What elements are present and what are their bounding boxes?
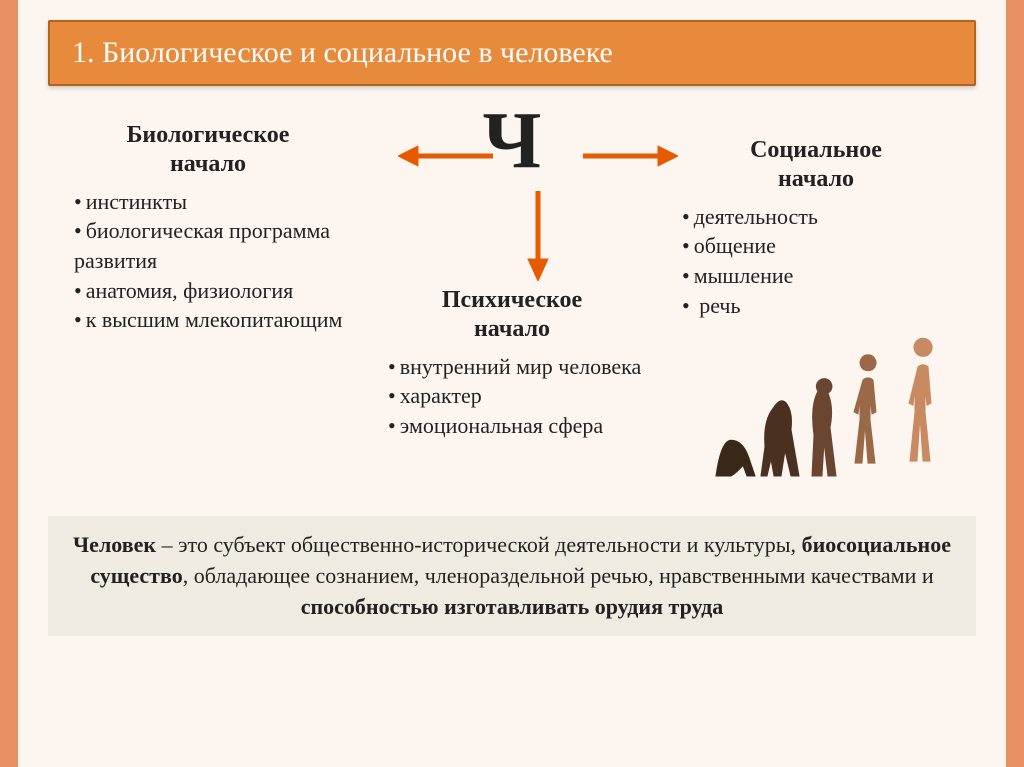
diagram-area: Ч Биологическое начало инстинкты биологи… bbox=[48, 96, 976, 516]
list-item: мышление bbox=[682, 261, 956, 291]
column-psychic: Психическое начало внутренний мир челове… bbox=[382, 286, 642, 441]
definition-term: Человек bbox=[73, 532, 156, 557]
list-item: инстинкты bbox=[74, 187, 348, 217]
list-item: к высшим млекопитающим bbox=[74, 305, 348, 335]
column-header-psychic: Психическое начало bbox=[382, 286, 642, 344]
list-psychic: внутренний мир человека характер эмоцион… bbox=[382, 352, 642, 441]
arrow-down-icon bbox=[523, 191, 553, 281]
evolution-image bbox=[706, 331, 966, 481]
definition-text: – это субъект общественно-исторической д… bbox=[156, 532, 802, 557]
list-biological: инстинкты биологическая программа развит… bbox=[68, 187, 348, 335]
header-line: начало bbox=[778, 166, 854, 192]
title-bar: 1. Биологическое и социальное в человеке bbox=[48, 20, 976, 86]
arrow-left-icon bbox=[398, 141, 498, 171]
definition-text: , обладающее сознанием, членораздельной … bbox=[183, 563, 934, 588]
arrow-right-icon bbox=[578, 141, 678, 171]
header-line: Социальное bbox=[750, 137, 882, 163]
definition-box: Человек – это субъект общественно-истори… bbox=[48, 516, 976, 636]
list-item: речь bbox=[682, 291, 956, 321]
list-item: внутренний мир человека bbox=[388, 352, 642, 382]
column-social: Социальное начало деятельность общение м… bbox=[676, 136, 956, 320]
list-item: деятельность bbox=[682, 202, 956, 232]
list-item: эмоциональная сфера bbox=[388, 411, 642, 441]
list-item: общение bbox=[682, 231, 956, 261]
list-item: характер bbox=[388, 381, 642, 411]
header-line: Психическое bbox=[442, 287, 582, 313]
column-biological: Биологическое начало инстинкты биологиче… bbox=[68, 121, 348, 335]
column-header-biological: Биологическое начало bbox=[68, 121, 348, 179]
list-social: деятельность общение мышление речь bbox=[676, 202, 956, 321]
list-item: анатомия, физиология bbox=[74, 276, 348, 306]
header-line: начало bbox=[474, 316, 550, 342]
page-title: 1. Биологическое и социальное в человеке bbox=[72, 36, 952, 70]
header-line: Биологическое bbox=[127, 122, 290, 148]
column-header-social: Социальное начало bbox=[676, 136, 956, 194]
list-item: биологическая программа развития bbox=[74, 216, 348, 275]
header-line: начало bbox=[170, 151, 246, 177]
definition-term: способностью изготавливать орудия труда bbox=[301, 594, 724, 619]
